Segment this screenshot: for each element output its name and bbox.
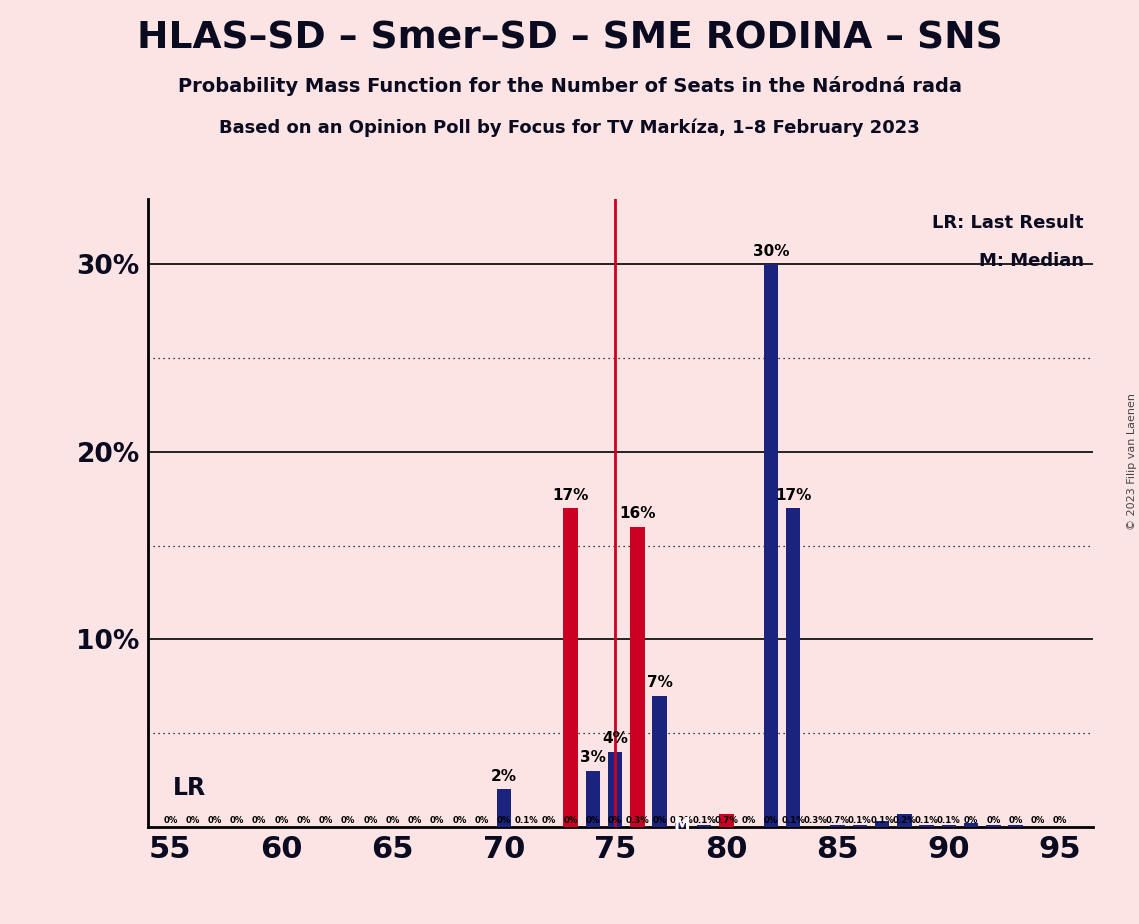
Text: 0%: 0% <box>207 817 222 825</box>
Text: M: Median: M: Median <box>980 252 1084 270</box>
Text: 0.1%: 0.1% <box>693 817 716 825</box>
Text: 0%: 0% <box>541 817 556 825</box>
Text: 0%: 0% <box>363 817 378 825</box>
Bar <box>697 825 712 827</box>
Bar <box>585 771 600 827</box>
Text: 0.7%: 0.7% <box>714 817 738 825</box>
Bar <box>786 508 801 827</box>
Text: 2%: 2% <box>491 769 517 784</box>
Text: 30%: 30% <box>753 244 789 259</box>
Text: Based on an Opinion Poll by Focus for TV Markíza, 1–8 February 2023: Based on an Opinion Poll by Focus for TV… <box>219 118 920 137</box>
Text: © 2023 Filip van Laenen: © 2023 Filip van Laenen <box>1126 394 1137 530</box>
Bar <box>719 823 734 827</box>
Text: 0%: 0% <box>1052 817 1067 825</box>
Text: 0%: 0% <box>608 817 622 825</box>
Text: LR: Last Result: LR: Last Result <box>933 214 1084 232</box>
Text: 0.2%: 0.2% <box>670 817 694 825</box>
Bar <box>763 264 778 827</box>
Text: 0%: 0% <box>408 817 423 825</box>
Text: 0.1%: 0.1% <box>915 817 939 825</box>
Bar <box>919 825 934 827</box>
Text: 0%: 0% <box>274 817 288 825</box>
Text: 0%: 0% <box>653 817 666 825</box>
Bar <box>1008 825 1023 827</box>
Bar <box>942 825 956 827</box>
Text: 0%: 0% <box>230 817 244 825</box>
Text: 17%: 17% <box>775 488 811 503</box>
Text: 0%: 0% <box>163 817 178 825</box>
Bar <box>875 821 890 827</box>
Bar <box>898 814 911 827</box>
Text: 0.1%: 0.1% <box>870 817 894 825</box>
Text: 0%: 0% <box>252 817 267 825</box>
Text: 0%: 0% <box>319 817 334 825</box>
Text: 0.1%: 0.1% <box>849 817 871 825</box>
Text: 0%: 0% <box>741 817 756 825</box>
Text: 0.7%: 0.7% <box>826 817 850 825</box>
Bar <box>830 825 845 827</box>
Text: 0.3%: 0.3% <box>625 817 649 825</box>
Text: 0%: 0% <box>341 817 355 825</box>
Text: 0%: 0% <box>452 817 467 825</box>
Text: LR: LR <box>172 775 206 799</box>
Bar <box>608 752 622 827</box>
Text: 16%: 16% <box>620 506 656 521</box>
Text: 0.3%: 0.3% <box>803 817 827 825</box>
Text: 0%: 0% <box>986 817 1000 825</box>
Text: 0.1%: 0.1% <box>937 817 960 825</box>
Text: 0%: 0% <box>186 817 199 825</box>
Bar <box>719 814 734 827</box>
Text: Probability Mass Function for the Number of Seats in the Národná rada: Probability Mass Function for the Number… <box>178 76 961 96</box>
Text: 0%: 0% <box>1008 817 1023 825</box>
Text: M: M <box>673 816 690 834</box>
Bar <box>674 823 689 827</box>
Text: 0%: 0% <box>497 817 511 825</box>
Bar <box>564 508 577 827</box>
Text: 0.1%: 0.1% <box>781 817 805 825</box>
Bar <box>653 696 667 827</box>
Bar <box>964 823 978 827</box>
Bar <box>853 825 867 827</box>
Bar <box>630 527 645 827</box>
Text: 0%: 0% <box>964 817 978 825</box>
Text: 0%: 0% <box>475 817 489 825</box>
Bar <box>986 825 1000 827</box>
Text: 17%: 17% <box>552 488 589 503</box>
Text: 0.1%: 0.1% <box>515 817 538 825</box>
Text: 0%: 0% <box>386 817 400 825</box>
Text: 4%: 4% <box>603 731 628 747</box>
Text: 0.2%: 0.2% <box>893 817 916 825</box>
Text: 0%: 0% <box>564 817 577 825</box>
Text: HLAS–SD – Smer–SD – SME RODINA – SNS: HLAS–SD – Smer–SD – SME RODINA – SNS <box>137 20 1002 56</box>
Text: 0%: 0% <box>764 817 778 825</box>
Text: 0%: 0% <box>585 817 600 825</box>
Text: 0%: 0% <box>1031 817 1044 825</box>
Text: 0%: 0% <box>431 817 444 825</box>
Text: 7%: 7% <box>647 675 673 690</box>
Text: 3%: 3% <box>580 750 606 765</box>
Bar <box>497 789 511 827</box>
Text: 0%: 0% <box>296 817 311 825</box>
